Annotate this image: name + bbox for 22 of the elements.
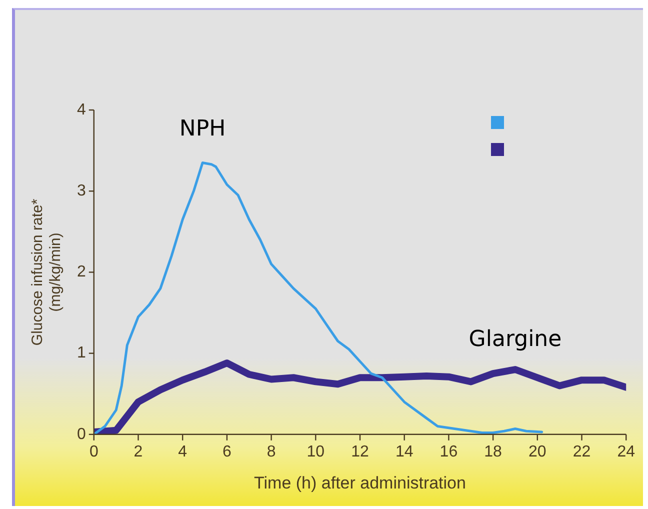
y-tick-label: 4 — [76, 101, 86, 118]
y-axis-title: Glucose infusion rate* (mg/kg/min) — [29, 198, 64, 346]
y-tick-label: 3 — [76, 182, 86, 200]
x-tick-label: 14 — [395, 443, 414, 460]
x-tick-label: 16 — [440, 443, 458, 460]
y-tick-label: 0 — [76, 426, 86, 443]
y-tick-label: 2 — [76, 264, 86, 281]
x-tick-label: 4 — [178, 443, 188, 460]
x-tick-label: 2 — [134, 443, 143, 460]
x-tick-label: 24 — [617, 443, 636, 460]
x-tick-label: 10 — [306, 443, 325, 460]
x-tick-label: 0 — [89, 443, 98, 460]
series-label: Glargine — [468, 327, 562, 352]
x-axis-title: Time (h) after administration — [254, 473, 466, 492]
x-tick-label: 18 — [484, 443, 502, 460]
x-tick-label: 22 — [572, 443, 591, 460]
x-tick-label: 6 — [222, 443, 232, 460]
x-tick-label: 8 — [266, 443, 276, 460]
x-tick-label: 20 — [528, 443, 546, 460]
y-tick-label: 1 — [76, 344, 86, 362]
series-label: NPH — [179, 116, 226, 142]
x-tick-label: 12 — [351, 443, 369, 460]
